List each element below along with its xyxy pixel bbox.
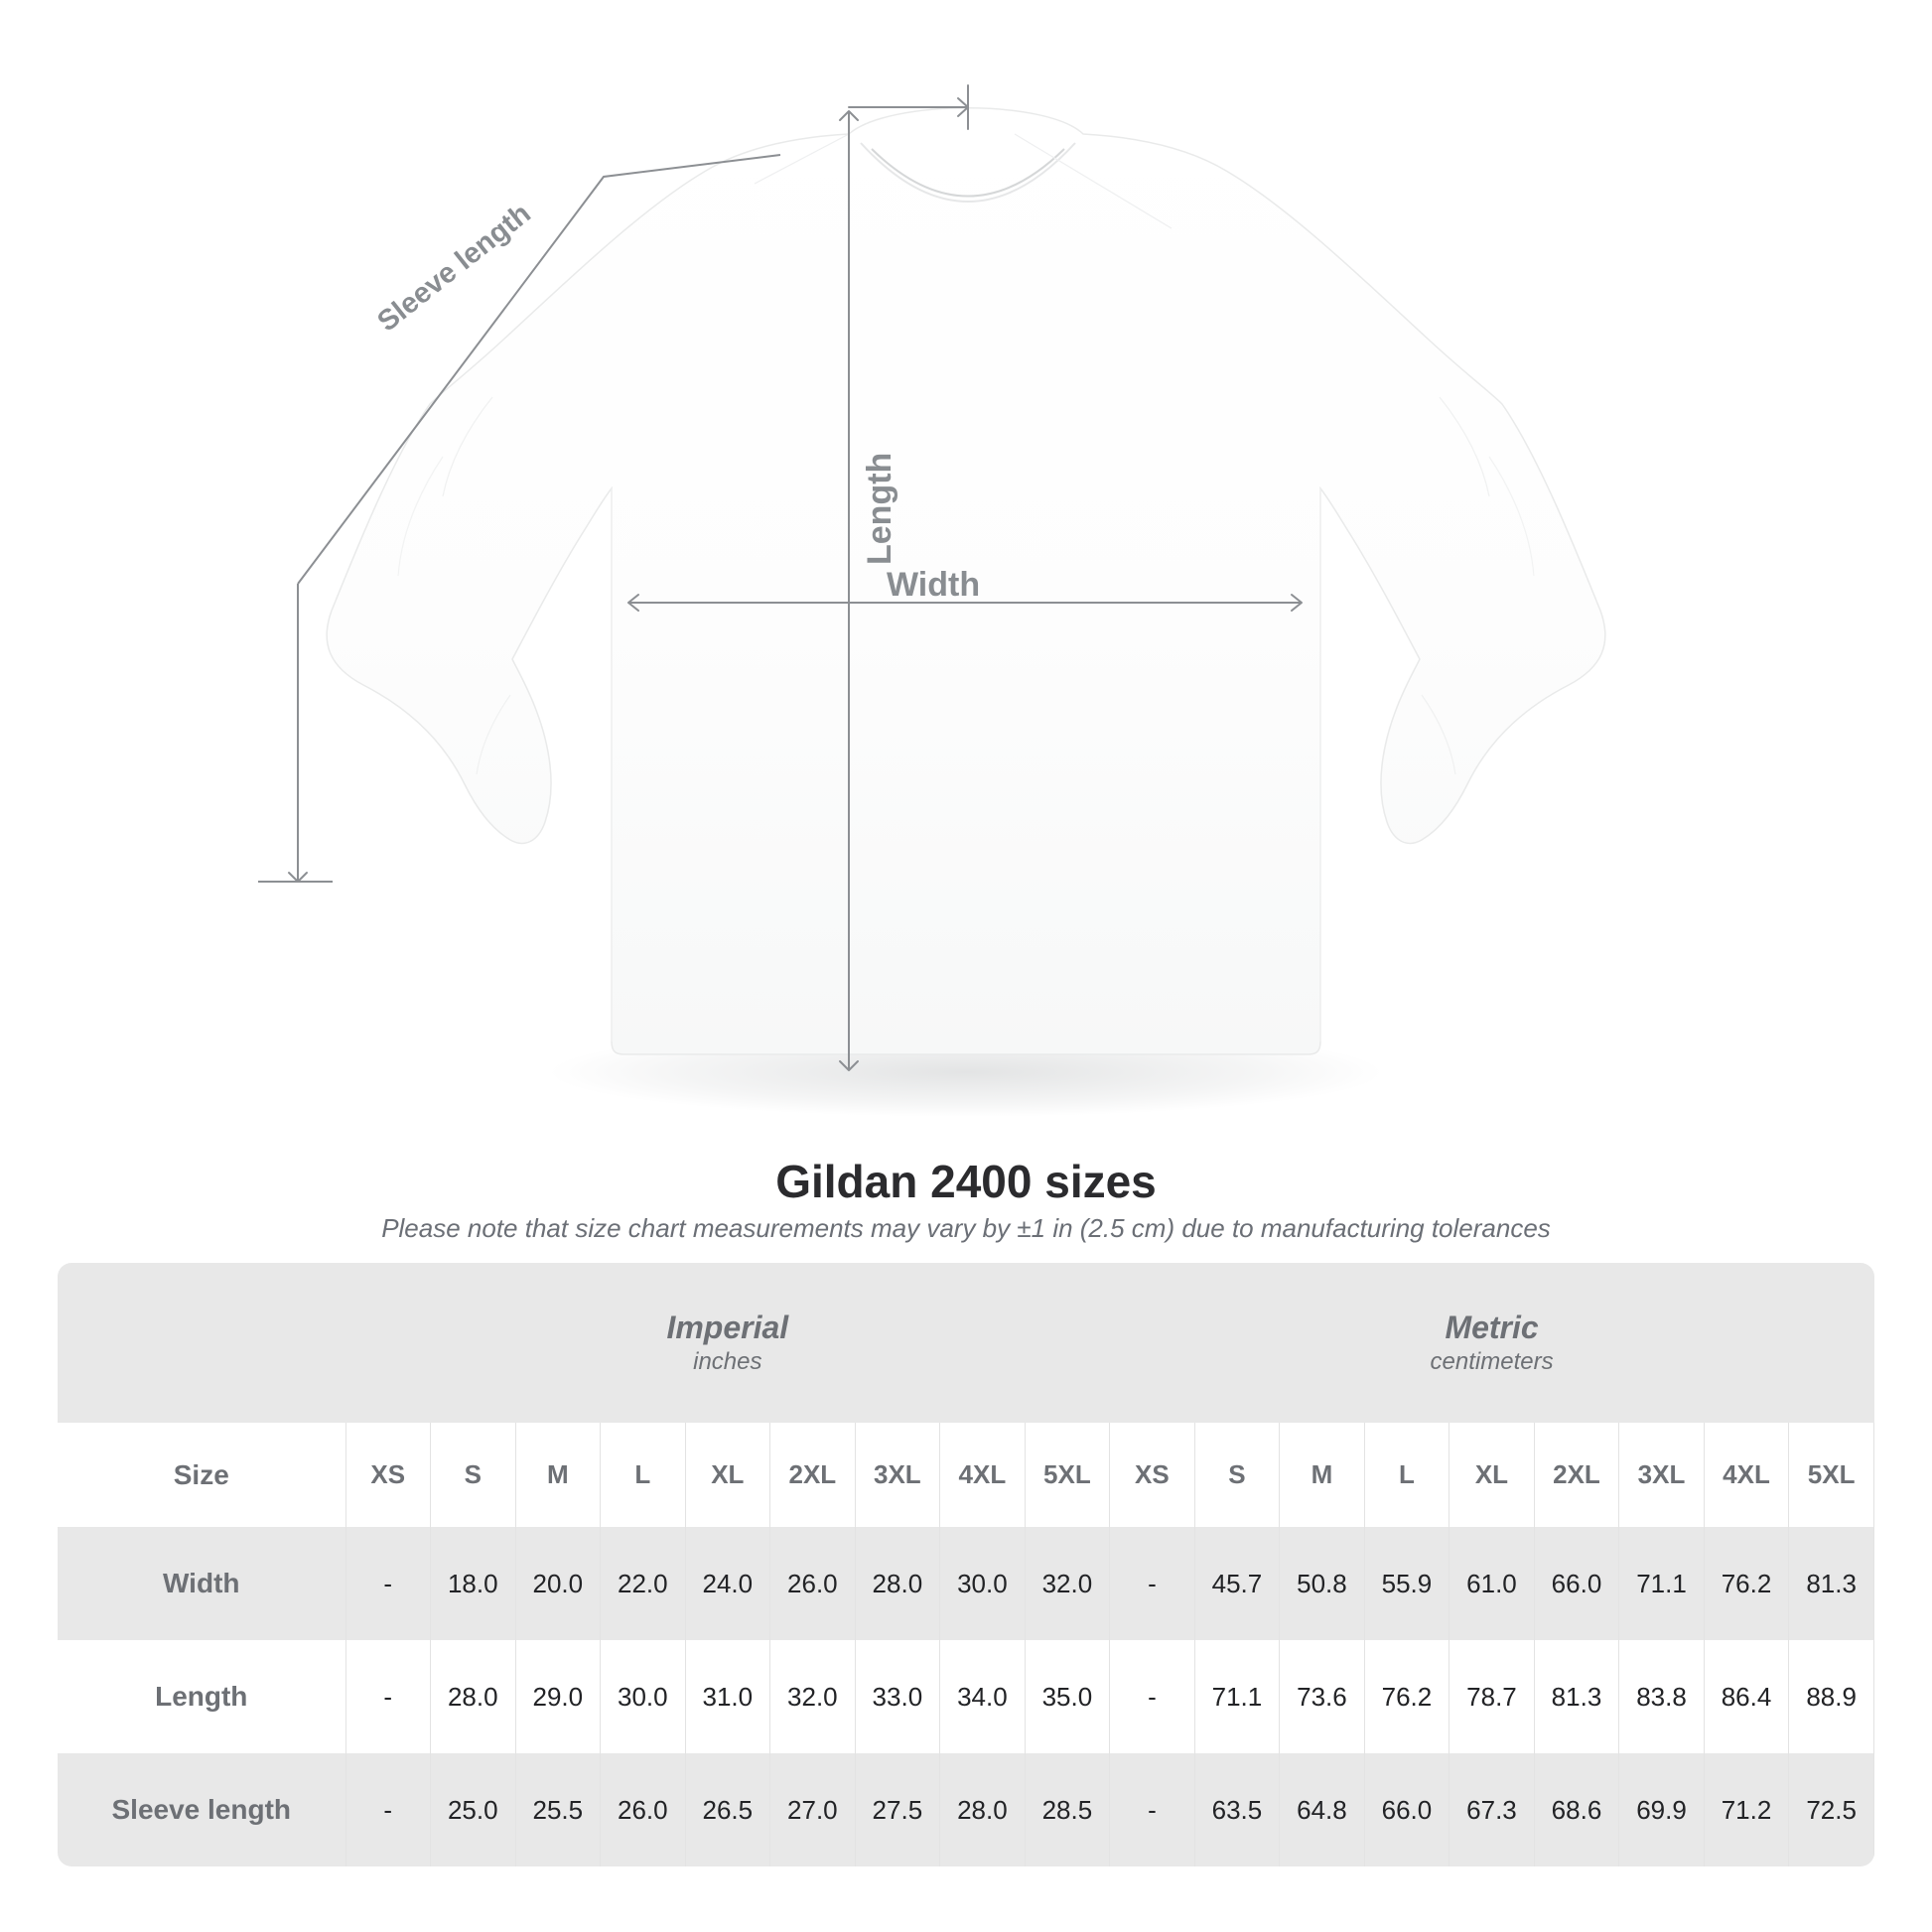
svg-text:Width: Width: [887, 566, 980, 604]
svg-text:Sleeve length: Sleeve length: [371, 198, 536, 338]
svg-text:Length: Length: [861, 453, 898, 565]
